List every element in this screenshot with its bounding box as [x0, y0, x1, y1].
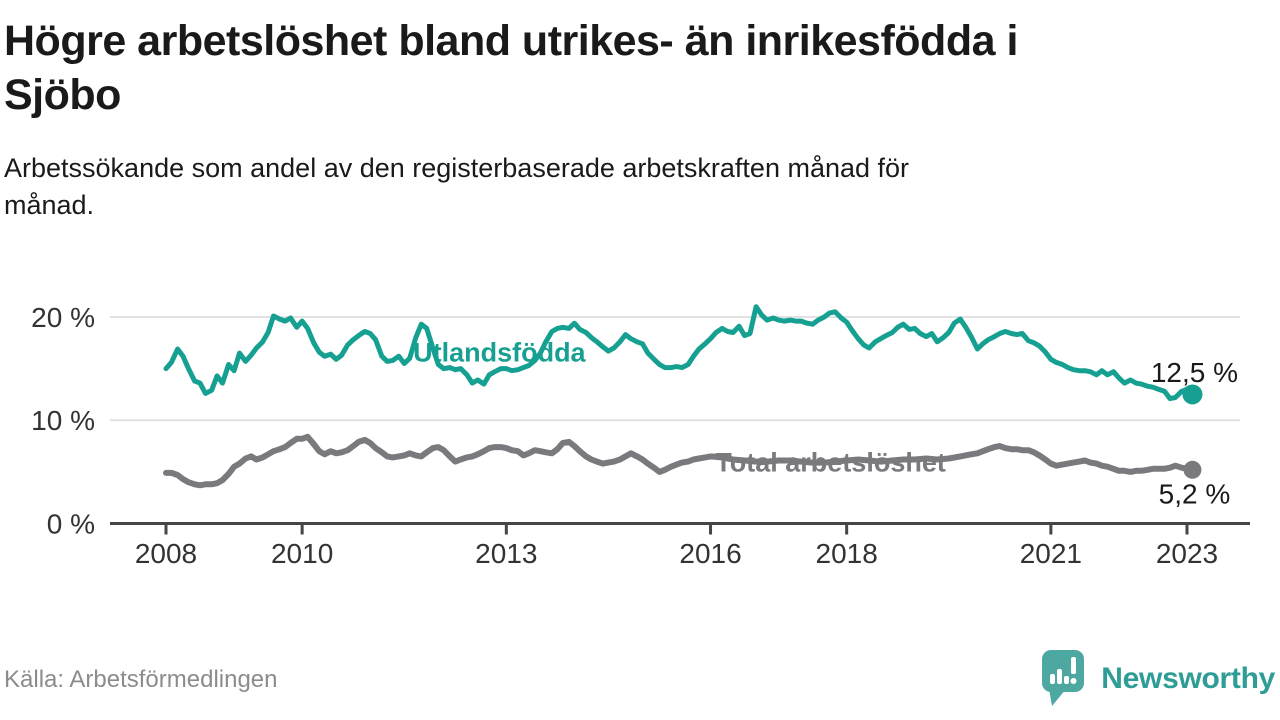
bar-chart-speech-bubble-icon: [1042, 650, 1085, 706]
chart-header: Högre arbetslöshet bland utrikes- än inr…: [4, 14, 1244, 224]
x-axis-label-2010: 2010: [271, 538, 333, 569]
x-axis-label-2018: 2018: [816, 538, 878, 569]
page-subtitle-line2: månad.: [4, 190, 95, 220]
series-end-dot-utlandsfodda: [1182, 384, 1203, 405]
x-axis-label-2016: 2016: [679, 538, 741, 569]
series-end-value-utlandsfodda: 12,5 %: [1151, 357, 1238, 388]
series-end-value-total: 5,2 %: [1159, 479, 1231, 510]
series-label-utlandsfodda: Utlandsfödda: [413, 338, 586, 368]
x-axis-label-2021: 2021: [1020, 538, 1082, 569]
source-note: Källa: Arbetsförmedlingen: [4, 666, 278, 693]
y-axis-label-0: 0 %: [47, 508, 95, 539]
x-axis-label-2008: 2008: [135, 538, 197, 569]
x-axis-label-2023: 2023: [1156, 538, 1218, 569]
x-axis-label-2013: 2013: [475, 538, 537, 569]
page-title: Högre arbetslöshet bland utrikes- än inr…: [4, 14, 1244, 122]
series-label-total: Total arbetslöshet: [715, 448, 946, 478]
newsworthy-logo: Newsworthy: [1041, 648, 1275, 710]
y-axis-label-20: 20 %: [31, 302, 95, 333]
series-line-total: [163, 433, 1196, 489]
page-title-line1: Högre arbetslöshet bland utrikes- än inr…: [4, 17, 1018, 65]
brand-wordmark: Newsworthy: [1101, 662, 1275, 695]
page-subtitle: Arbetssökande som andel av den registerb…: [4, 150, 1244, 224]
series-line-utlandsfodda: [163, 304, 1195, 402]
y-axis-label-10: 10 %: [31, 405, 95, 436]
page-subtitle-line1: Arbetssökande som andel av den registerb…: [4, 153, 910, 183]
series-end-dot-total: [1183, 460, 1202, 479]
page-title-line2: Sjöbo: [4, 71, 121, 119]
